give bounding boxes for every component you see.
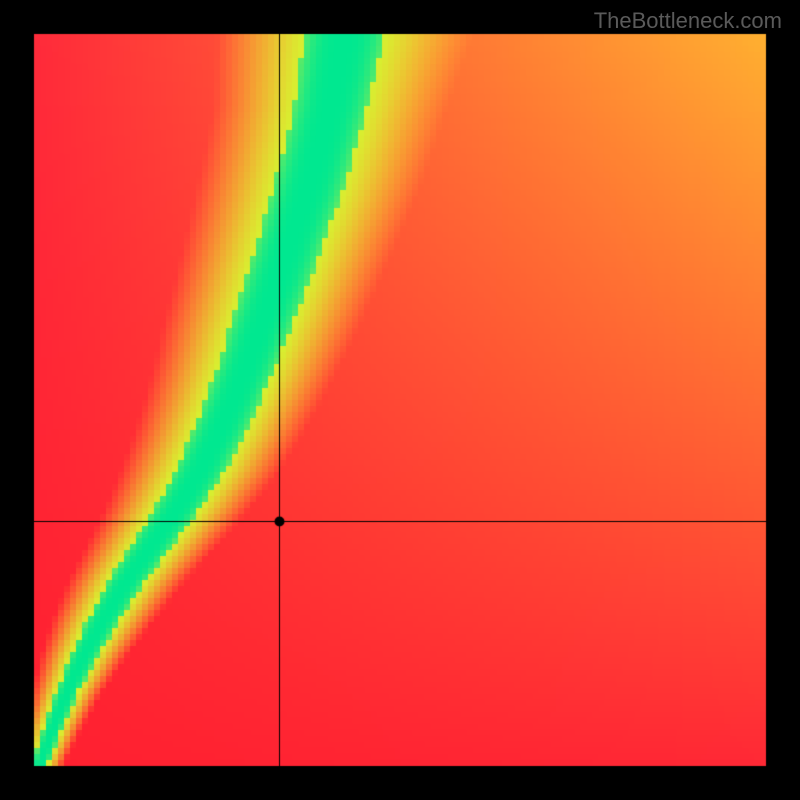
heatmap-chart (0, 0, 800, 800)
watermark-text: TheBottleneck.com (594, 8, 782, 34)
heatmap-canvas (0, 0, 800, 800)
